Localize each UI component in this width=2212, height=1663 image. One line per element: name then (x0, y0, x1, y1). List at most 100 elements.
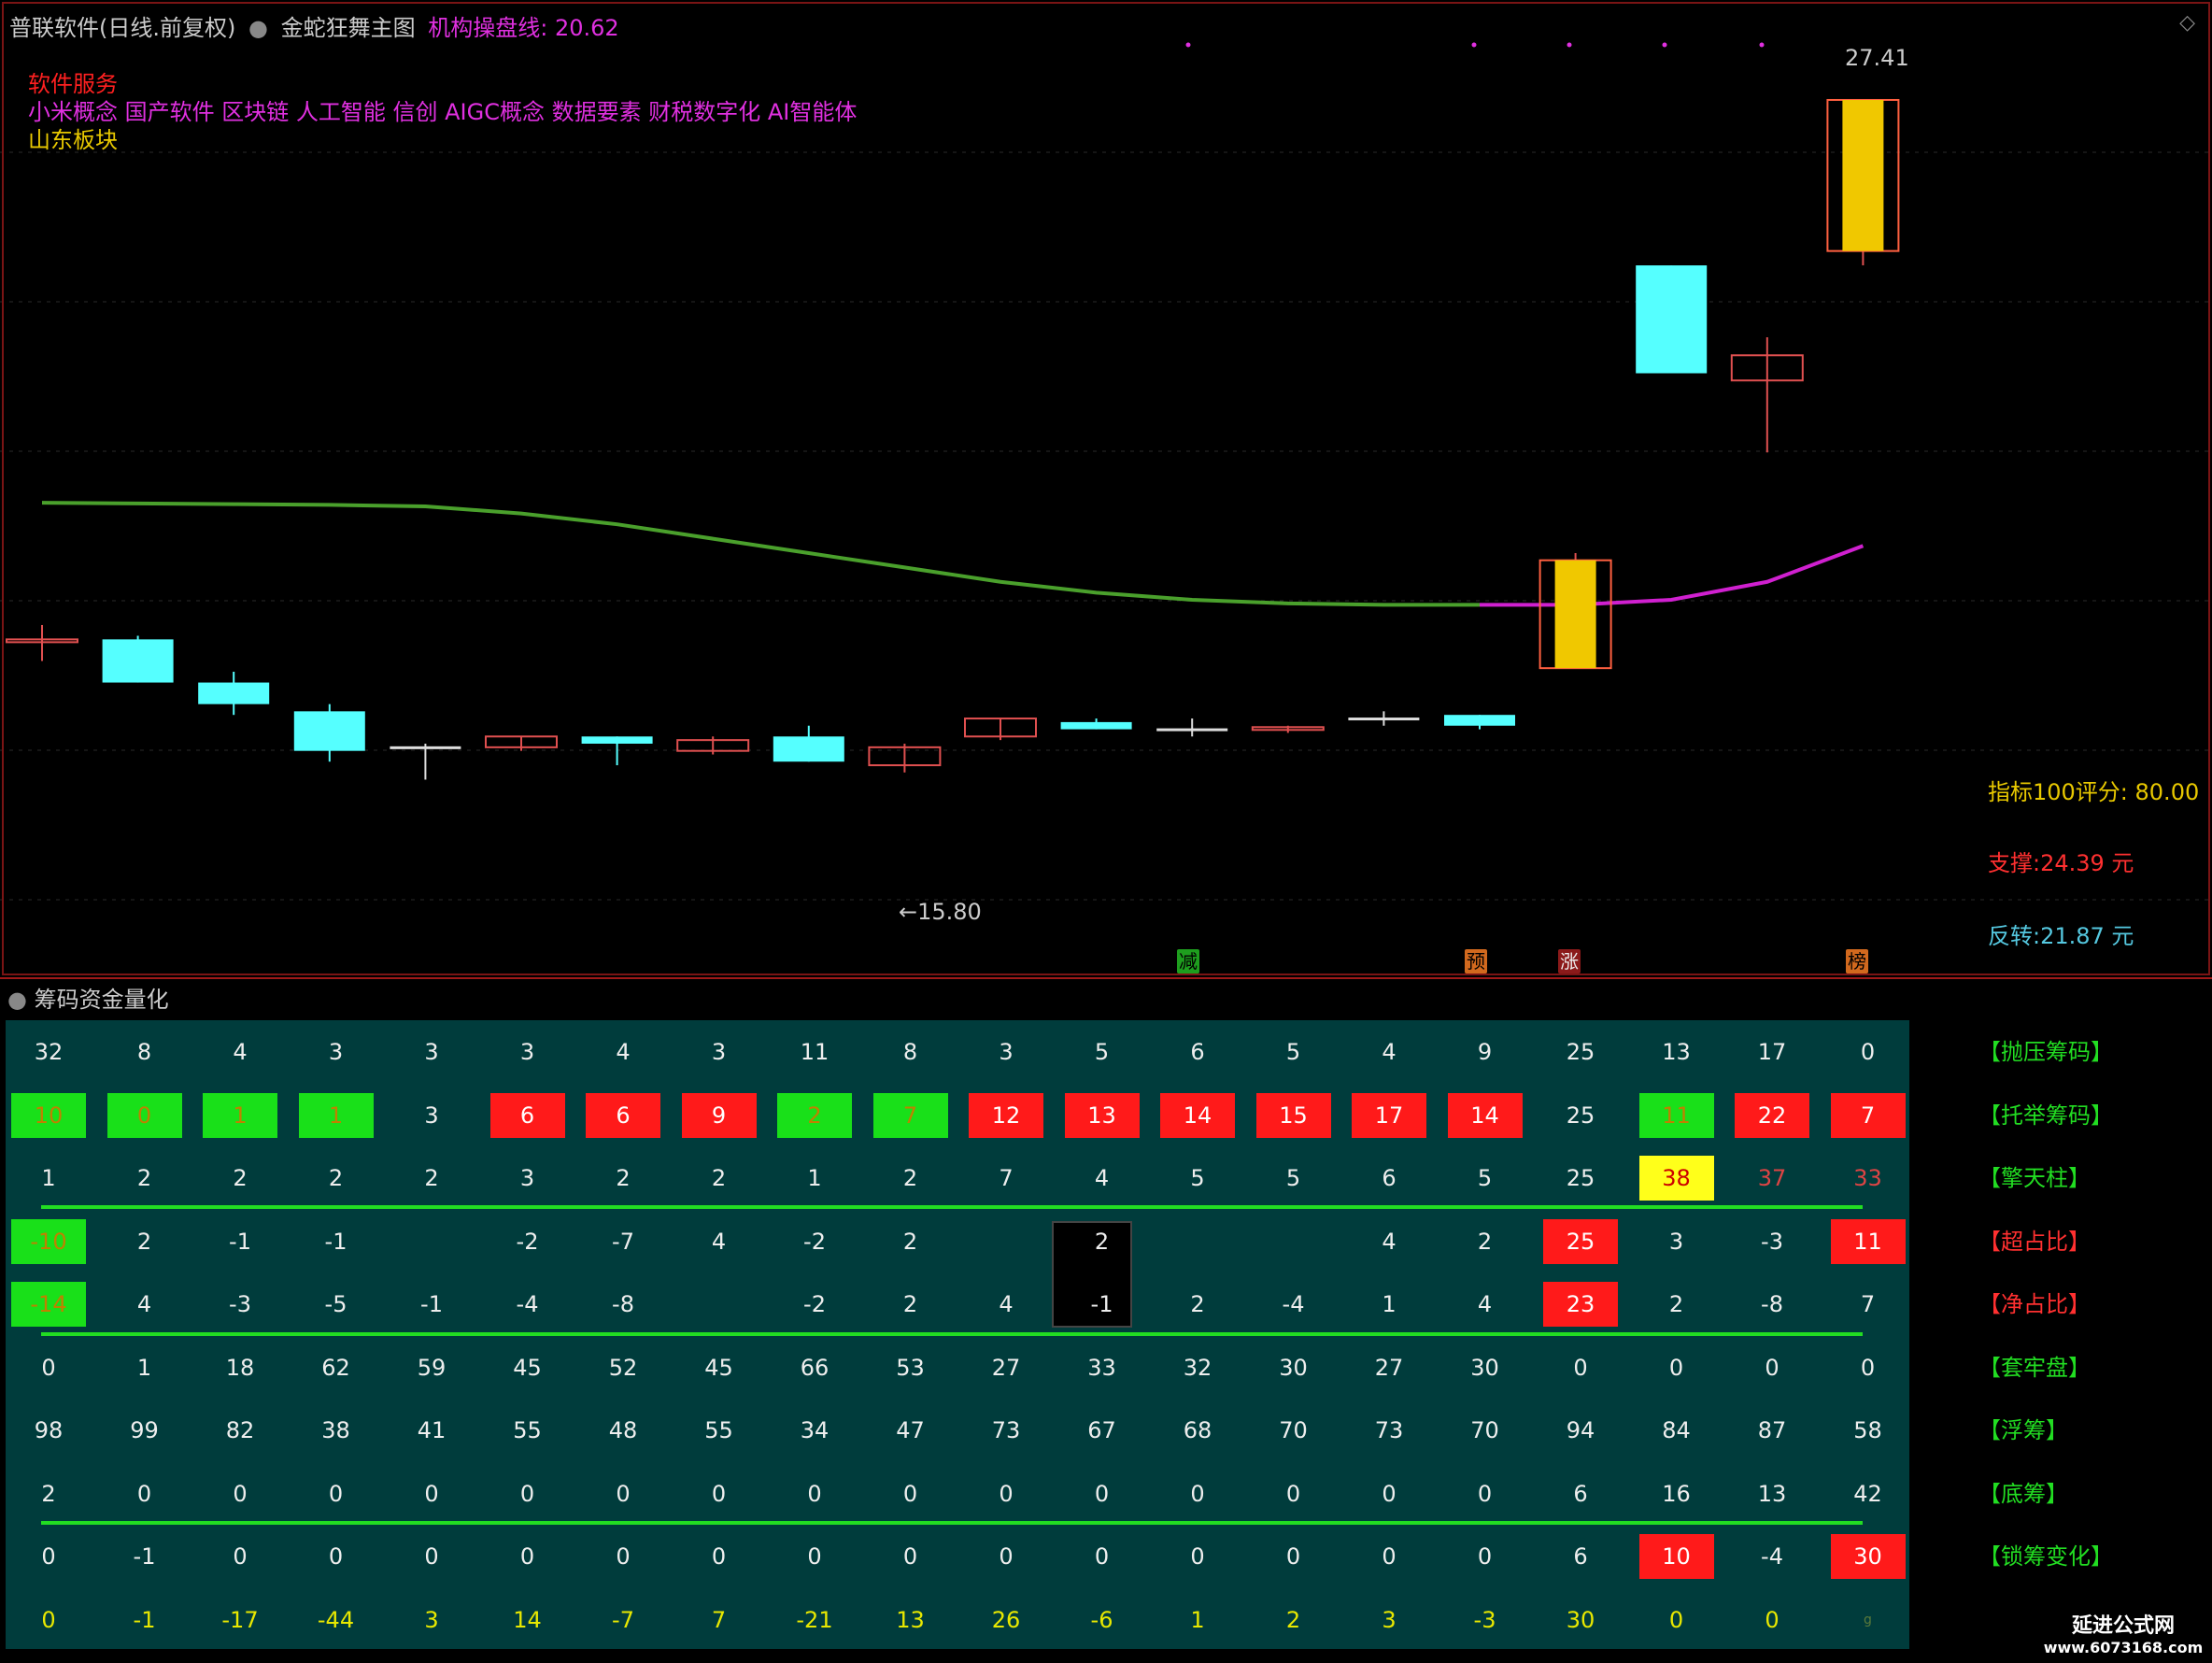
table-cell: 73 (991, 1417, 1021, 1443)
table-cell: 13 (1757, 1480, 1787, 1507)
table-cell: 1 (298, 1092, 374, 1138)
table-cell: 0 (233, 1543, 248, 1570)
table-cell: 0 (902, 1543, 918, 1570)
table-cell: 13 (1662, 1039, 1691, 1065)
table-cell: 33 (1853, 1165, 1882, 1191)
table-cell (969, 1219, 1043, 1264)
reversal-label: 反转:21.87 元 (1988, 923, 2134, 949)
table-cell: 8 (136, 1039, 152, 1065)
table-cell: 0 (807, 1480, 822, 1507)
table-cell: 0 (328, 1480, 344, 1507)
table-cell (682, 1282, 757, 1327)
table-cell: 73 (1374, 1417, 1404, 1443)
table-cell: 0 (1190, 1480, 1205, 1507)
table-cell: 38 (321, 1417, 350, 1443)
table-cell: 0 (41, 1606, 56, 1633)
table-cell: 55 (513, 1417, 542, 1443)
table-cell: 3 (1382, 1606, 1397, 1633)
candle-body (485, 735, 558, 748)
table-cell: 0 (1573, 1354, 1588, 1381)
candle-body (1348, 718, 1420, 721)
indicator-name[interactable]: 金蛇狂舞主图 (280, 15, 416, 41)
table-cell: 14 (1447, 1092, 1523, 1138)
candle-body (676, 739, 750, 752)
table-cell: 38 (1638, 1156, 1714, 1201)
table-cell: 0 (106, 1092, 182, 1138)
table-cell: -4 (1282, 1291, 1305, 1317)
chart-header: 普联软件(日线.前复权) ● 金蛇狂舞主图 机构操盘线: 20.62 (9, 9, 625, 42)
table-cell: 2 (902, 1291, 918, 1317)
table-cell: 2 (1477, 1228, 1493, 1255)
table-cell: 3 (328, 1039, 344, 1065)
table-cell: 0 (1094, 1480, 1110, 1507)
panel-title[interactable]: ● 筹码资金量化 (7, 987, 169, 1013)
pane-divider[interactable] (0, 977, 2212, 979)
table-cell: 0 (616, 1480, 631, 1507)
table-cell: 53 (896, 1354, 925, 1381)
candle-body (581, 736, 653, 744)
table-cell: 2 (902, 1228, 918, 1255)
table-cell: 2 (328, 1165, 344, 1191)
collapse-icon[interactable]: ● (248, 15, 268, 41)
table-cell: 82 (225, 1417, 255, 1443)
diamond-icon[interactable]: ◇ (2179, 11, 2195, 35)
support-label: 支撑:24.39 元 (1988, 850, 2134, 876)
table-cell: 0 (1668, 1354, 1684, 1381)
table-cell: 0 (41, 1354, 56, 1381)
table-cell: 6 (586, 1092, 660, 1138)
table-cell: 3 (1668, 1228, 1684, 1255)
table-cell: 25 (1566, 1165, 1595, 1191)
concept-line-2: 小米概念 国产软件 区块链 人工智能 信创 AIGC概念 数据要素 财税数字化 … (28, 99, 858, 125)
table-cell: 32 (1183, 1354, 1212, 1381)
table-cell: 0 (1382, 1480, 1397, 1507)
collapse-icon[interactable]: ● (7, 987, 27, 1013)
table-cell: 0 (1860, 1354, 1876, 1381)
table-cell: -2 (803, 1228, 826, 1255)
table-cell: 0 (1477, 1543, 1493, 1570)
score-label: 指标100评分: 80.00 (1988, 779, 2200, 805)
row-label: 【锁筹变化】 (1978, 1543, 2113, 1570)
table-cell: 0 (519, 1480, 535, 1507)
table-cell (1256, 1219, 1331, 1264)
table-cell: -8 (612, 1291, 634, 1317)
table-cell: 0 (616, 1543, 631, 1570)
candle-highlight (1554, 560, 1596, 669)
candle-highlight (1842, 99, 1884, 251)
row-label: 【托举筹码】 (1978, 1102, 2113, 1129)
marker-dot (1567, 42, 1572, 48)
candle-body (6, 638, 78, 644)
table-cell: -3 (229, 1291, 251, 1317)
table-cell: 0 (424, 1480, 439, 1507)
table-cell: 0 (1477, 1480, 1493, 1507)
row-label: 【擎天柱】 (1978, 1165, 2091, 1191)
table-cell: 27 (991, 1354, 1021, 1381)
table-cell: -1 (133, 1543, 156, 1570)
candle-body (293, 711, 365, 751)
candlestick-chart (0, 2, 2212, 975)
table-cell: 10 (11, 1092, 86, 1138)
row-label: 【抛压筹码】 (1978, 1039, 2113, 1065)
concept-line-1: 软件服务 (28, 71, 118, 97)
table-cell: 4 (616, 1039, 631, 1065)
table-cell: -10 (11, 1218, 86, 1264)
table-cell: 98 (34, 1417, 64, 1443)
table-cell: 2 (136, 1165, 152, 1191)
table-cell: 26 (991, 1606, 1021, 1633)
table-cell: 3 (424, 1606, 439, 1633)
table-cell: -2 (516, 1228, 539, 1255)
table-cell: 59 (417, 1354, 447, 1381)
stock-title[interactable]: 普联软件(日线.前复权) (9, 15, 236, 41)
table-cell: 7 (1860, 1291, 1876, 1317)
table-cell: 0 (711, 1543, 727, 1570)
table-cell: 32 (34, 1039, 64, 1065)
table-cell: 23 (1543, 1282, 1618, 1327)
table-cell: 13 (1064, 1092, 1140, 1138)
table-cell: 0 (807, 1543, 822, 1570)
table-cell: 0 (424, 1543, 439, 1570)
table-cell: 6 (489, 1092, 565, 1138)
candle-body (1444, 715, 1515, 726)
table-cell: 30 (1830, 1534, 1906, 1579)
table-cell: 84 (1662, 1417, 1691, 1443)
table-cell: 8 (902, 1039, 918, 1065)
table-cell: -2 (803, 1291, 826, 1317)
